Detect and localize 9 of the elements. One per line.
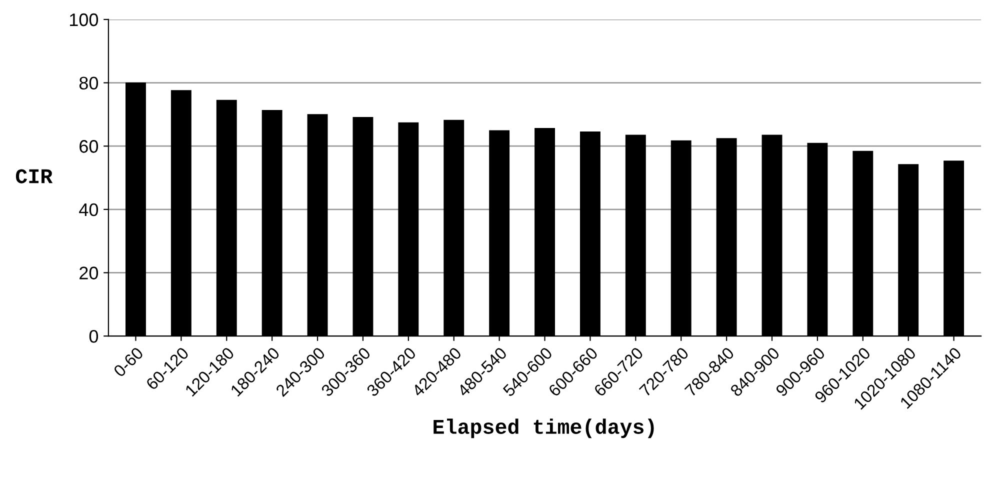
x-axis-title: Elapsed time(days) <box>434 418 654 438</box>
y-tick-label: 80 <box>79 76 98 90</box>
y-tick-label: 40 <box>79 203 98 216</box>
y-tick-label: 100 <box>70 13 98 26</box>
y-axis-title: CIR <box>16 169 53 184</box>
y-tick-label: 20 <box>80 266 98 280</box>
y-tick-label: 60 <box>80 140 98 153</box>
x-tick-label: 0-60 <box>112 346 144 378</box>
y-tick-label: 0 <box>89 330 98 343</box>
